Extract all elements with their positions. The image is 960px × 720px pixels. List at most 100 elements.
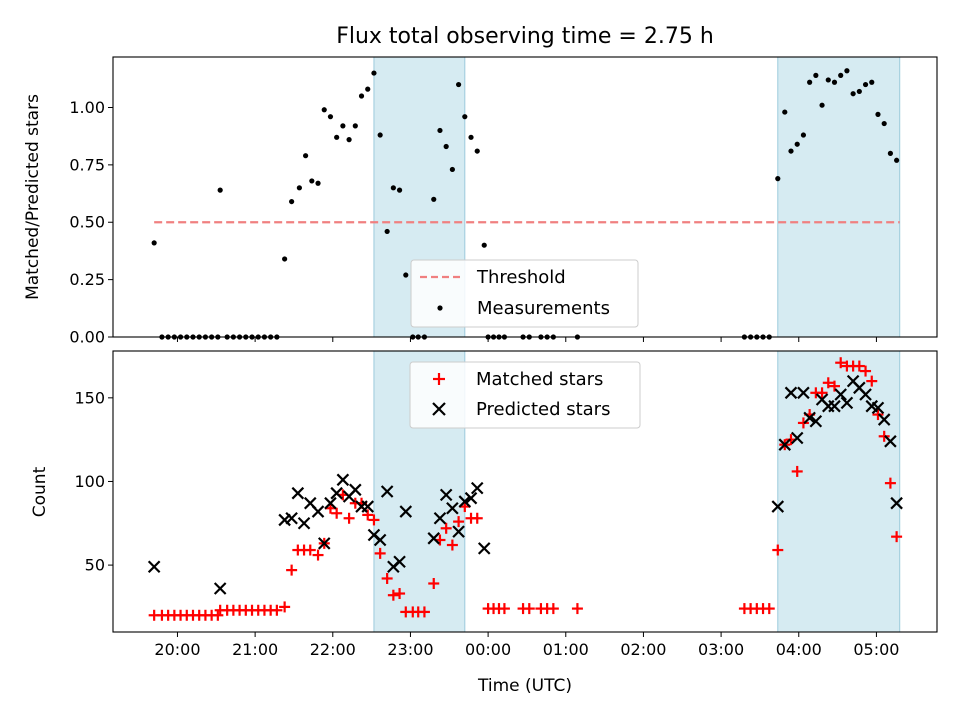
measurements-point — [282, 256, 288, 262]
measurements-point — [794, 141, 800, 147]
chart-title: Flux total observing time = 2.75 h — [336, 24, 714, 49]
measurements-point — [807, 79, 813, 85]
bottom-legend: Matched stars Predicted stars — [409, 361, 641, 429]
measurements-point — [151, 240, 157, 246]
predicted-stars-point — [361, 500, 375, 513]
measurements-point — [334, 134, 340, 140]
predicted-stars-point — [324, 496, 337, 510]
matched-stars-point — [860, 365, 872, 377]
matched-stars-point — [374, 547, 386, 559]
matched-stars-point — [394, 588, 406, 600]
measurements-point — [844, 68, 850, 74]
measurements-point — [819, 102, 825, 108]
top-legend: Threshold Measurements — [410, 259, 639, 328]
top-shaded-region-2 — [777, 56, 901, 338]
matched-stars-point — [571, 603, 583, 615]
matched-stars-point — [387, 589, 399, 601]
x-axis-label: Time (UTC) — [477, 676, 572, 696]
predicted-stars-point — [317, 537, 331, 550]
predicted-stars-point — [311, 505, 325, 518]
measurements-point — [431, 196, 437, 202]
top-y-tick-label: 0.00 — [69, 328, 105, 347]
measurements-point — [775, 176, 781, 182]
measurements-point — [358, 93, 365, 99]
measurements-point — [390, 185, 396, 191]
matched-stars-point — [279, 601, 291, 613]
measurements-point — [437, 127, 443, 134]
x-tick-label: 22:00 — [310, 640, 356, 659]
predicted-stars-point — [477, 542, 491, 555]
bottom-plot-marks — [147, 357, 903, 621]
matched-stars-point — [498, 603, 510, 615]
matched-stars-point — [440, 522, 452, 534]
top-y-tick-label: 0.75 — [69, 155, 105, 174]
top-axes-frame — [112, 56, 938, 338]
measurements-point — [862, 81, 869, 88]
predicted-stars-point — [828, 399, 841, 413]
matched-stars-point — [212, 609, 224, 621]
predicted-stars-point — [330, 486, 343, 500]
measurements-point — [838, 72, 844, 78]
top-y-tick-label: 0.25 — [69, 270, 105, 289]
bottom-axes-frame — [112, 350, 938, 633]
measurements-point — [346, 137, 352, 143]
top-x-ticks — [176, 337, 877, 342]
legend-measurements-label: Measurements — [477, 298, 610, 319]
x-tick-label: 04:00 — [776, 640, 822, 659]
measurements-point — [296, 185, 302, 191]
matched-stars-point — [428, 577, 440, 589]
matched-stars-point — [418, 606, 430, 618]
measurements-point — [396, 187, 403, 193]
predicted-stars-point — [790, 431, 804, 445]
matched-stars-point — [763, 603, 775, 615]
measurements-point — [455, 81, 462, 88]
matched-stars-point — [453, 516, 465, 528]
predicted-stars-point — [871, 401, 885, 415]
predicted-stars-point — [784, 386, 798, 400]
predicted-stars-point — [778, 438, 792, 451]
matched-stars-point — [271, 604, 283, 616]
measurements-point — [875, 111, 881, 117]
matched-stars-point — [772, 544, 784, 556]
matched-stars-point — [471, 512, 483, 524]
measurements-point — [481, 242, 487, 248]
predicted-stars-point — [336, 473, 350, 487]
measurements-point — [289, 198, 295, 205]
predicted-stars-point — [349, 483, 362, 497]
predicted-stars-point — [446, 501, 459, 515]
matched-stars-point — [368, 514, 380, 526]
measurements-point — [303, 153, 309, 159]
bottom-y-axis-label: Count — [30, 466, 50, 517]
predicted-stars-point — [884, 435, 897, 448]
measurements-point — [813, 72, 819, 78]
measurements-point — [449, 166, 455, 173]
predicted-stars-point — [393, 555, 406, 569]
legend-predicted-label: Predicted stars — [476, 399, 610, 420]
legend-matched-swatch — [433, 373, 445, 385]
measurements-point — [315, 180, 321, 186]
matched-stars-point — [547, 603, 559, 615]
predicted-stars-point — [399, 505, 413, 518]
top-y-tick-label: 0.50 — [69, 213, 105, 232]
predicted-stars-point — [877, 413, 891, 426]
predicted-stars-point — [890, 496, 903, 510]
predicted-stars-point — [809, 414, 823, 428]
x-tick-label: 23:00 — [387, 640, 433, 659]
predicted-stars-point — [771, 500, 785, 513]
top-y-ticks: 0.00 0.25 0.50 0.75 1.00 — [69, 98, 113, 347]
top-y-tick-label: 1.00 — [69, 98, 105, 117]
matched-stars-point — [797, 417, 809, 429]
matched-stars-point — [878, 430, 890, 442]
predicted-stars-point — [470, 481, 484, 495]
measurements-point — [881, 120, 887, 127]
predicted-stars-point — [834, 388, 847, 401]
bottom-x-ticks: 20:00 21:00 22:00 23:00 00:00 01:00 02:00 03:00… — [154, 632, 899, 659]
top-y-axis-label: Matched/Predicted stars — [23, 94, 43, 300]
top-legend-box — [410, 259, 639, 328]
measurements-point — [327, 114, 334, 120]
legend-predicted-swatch — [432, 402, 446, 416]
predicted-stars-point — [291, 486, 305, 500]
bottom-y-tick-label: 150 — [74, 388, 105, 407]
measurements-point — [217, 187, 223, 193]
matched-stars-point — [835, 357, 847, 369]
